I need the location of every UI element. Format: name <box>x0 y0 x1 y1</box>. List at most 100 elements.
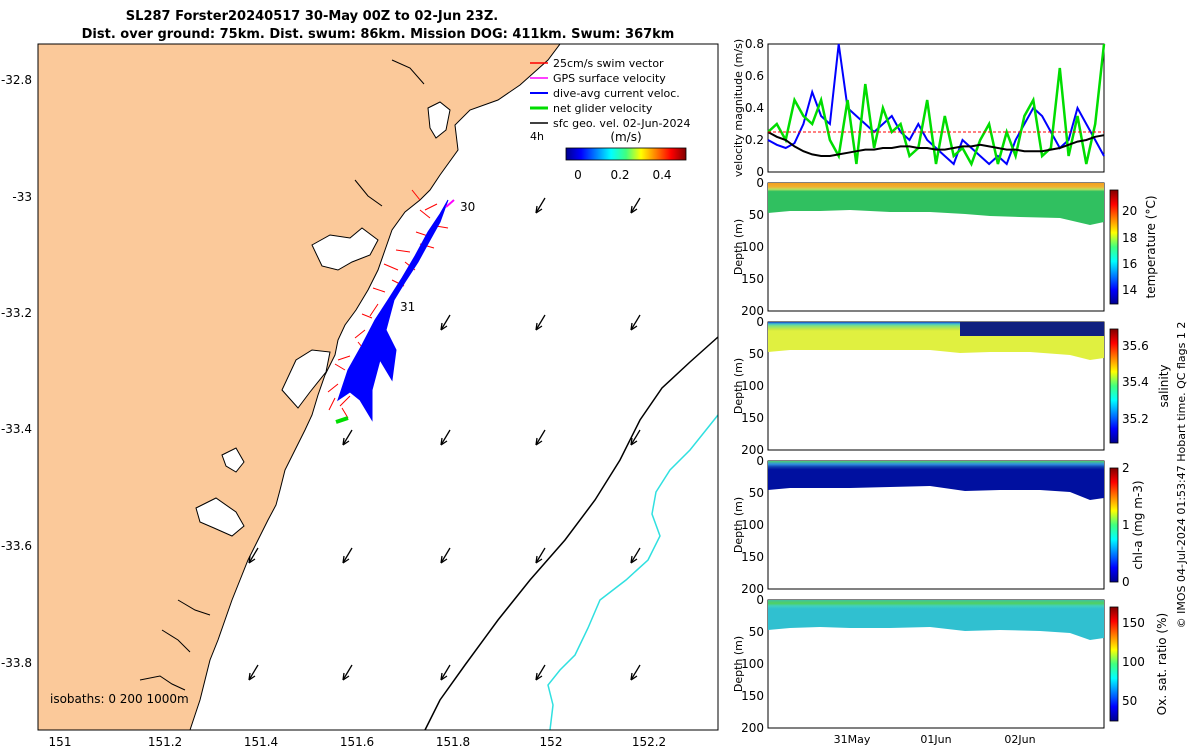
salinity-y-tick: 0 <box>756 315 764 329</box>
time-x-tick: 31May <box>834 733 871 746</box>
sfc-geo-velocity-arrow <box>535 429 546 446</box>
arrow-shaft <box>630 547 641 564</box>
map-y-tick: -32.8 <box>1 73 32 87</box>
arrow-head <box>630 205 638 214</box>
arrow-head <box>630 322 638 331</box>
velocity-y-tick: 0.2 <box>745 133 764 147</box>
arrow-shaft <box>630 314 641 331</box>
chlorophyll-cbar-label: chl-a (mg m-3) <box>1131 480 1145 569</box>
temperature-y-tick: 150 <box>741 272 764 286</box>
map-panel <box>37 43 719 731</box>
oxygen-y-tick: 200 <box>741 721 764 735</box>
oxygen-y-tick: 50 <box>749 625 764 639</box>
temperature-cbar-tick: 18 <box>1122 231 1137 245</box>
isobath-1000m <box>424 336 719 731</box>
speed-colorbar-tick: 0.2 <box>610 168 629 182</box>
time-x-tick: 02Jun <box>1004 733 1035 746</box>
oxygen-y-tick: 150 <box>741 689 764 703</box>
isobath-label: isobaths: 0 200 1000m <box>50 692 189 706</box>
arrow-head <box>342 672 350 681</box>
salinity-y-tick: 200 <box>741 443 764 457</box>
map-frame <box>37 43 719 731</box>
figure-title-line1: SL287 Forster20240517 30-May 00Z to 02-J… <box>126 9 498 24</box>
arrow-shaft <box>248 664 259 681</box>
time-x-tick: 01Jun <box>920 733 951 746</box>
sfc-geo-velocity-arrow <box>630 429 641 446</box>
chlorophyll-y-tick: 0 <box>756 454 764 468</box>
chlorophyll-y-tick: 150 <box>741 550 764 564</box>
map-y-tick: -33.2 <box>1 306 32 320</box>
arrow-shaft <box>535 429 546 446</box>
arrow-head <box>630 437 638 446</box>
sfc-geo-velocity-arrow <box>440 664 451 681</box>
arrow-shaft <box>440 429 451 446</box>
legend-label: sfc geo. vel. 02-Jun-2024 <box>553 117 690 130</box>
temperature-cbar-tick: 16 <box>1122 257 1137 271</box>
sfc-geo-velocity-arrow <box>535 547 546 564</box>
arrow-head <box>440 672 448 681</box>
river <box>139 59 425 691</box>
speed-colorbar-label: (m/s) <box>610 130 641 144</box>
arrow-shaft <box>342 664 353 681</box>
lake <box>221 447 245 473</box>
map-x-tick: 151.4 <box>244 735 278 749</box>
arrow-head <box>440 555 448 564</box>
arrow-head <box>535 672 543 681</box>
sfc-geo-velocity-arrow <box>630 547 641 564</box>
map-x-tick: 151.8 <box>436 735 470 749</box>
arrow-shaft <box>535 197 546 214</box>
arrow-shaft <box>630 429 641 446</box>
salinity-y-tick: 150 <box>741 411 764 425</box>
temperature-y-tick: 100 <box>741 240 764 254</box>
oxygen-cbar-tick: 150 <box>1122 616 1145 630</box>
sfc-geo-velocity-arrow <box>440 314 451 331</box>
arrow-head <box>248 555 256 564</box>
oxygen-y-label: Depth (m) <box>732 636 745 692</box>
day-label-31: 31 <box>400 300 415 314</box>
sfc-geo-velocity-arrow <box>535 197 546 214</box>
map-y-tick: -33 <box>12 190 32 204</box>
oxygen-y-tick: 100 <box>741 657 764 671</box>
sfc-geo-velocity-arrow <box>630 664 641 681</box>
salinity-y-tick: 100 <box>741 379 764 393</box>
chlorophyll-cbar-tick: 2 <box>1122 461 1130 475</box>
lake <box>427 101 451 139</box>
oxygen-cbar-tick: 50 <box>1122 694 1137 708</box>
gps-surface-velocity <box>445 199 455 208</box>
map-y-ticks: -32.8 -33 -33.2 -33.4 -33.6 -33.8 <box>1 73 32 670</box>
velocity-y-tick: 0.8 <box>745 37 764 51</box>
arrow-shaft <box>342 547 353 564</box>
oxygen-y-tick: 0 <box>756 593 764 607</box>
oxygen-cbar-label: Ox. sat. ratio (%) <box>1155 613 1169 715</box>
day-label-30: 30 <box>460 200 475 214</box>
temperature-y-tick: 0 <box>756 176 764 190</box>
arrow-shaft <box>535 664 546 681</box>
sfc-geo-velocity-arrow <box>342 429 353 446</box>
sfc-geo-velocity-arrow <box>535 314 546 331</box>
oxygen-field <box>768 600 1104 640</box>
speed-colorbar <box>565 147 687 161</box>
temperature-y-tick: 200 <box>741 304 764 318</box>
temperature-field <box>768 183 1104 225</box>
map-y-tick: -33.8 <box>1 656 32 670</box>
arrow-head <box>630 672 638 681</box>
temperature-y-label: Depth (m) <box>732 219 745 275</box>
arrow-shaft <box>342 429 353 446</box>
legend-interval: 4h <box>530 130 544 143</box>
arrow-head <box>440 322 448 331</box>
salinity-panel: 0 50 100 150 200 Depth (m) 35.2 35.4 35.… <box>732 315 1171 457</box>
salinity-cbar-tick: 35.4 <box>1122 375 1149 389</box>
glider-track <box>327 189 455 424</box>
arrow-shaft <box>440 314 451 331</box>
temperature-colorbar <box>1109 189 1119 305</box>
velocity-y-tick: 0.4 <box>745 101 764 115</box>
sfc-geo-velocity-arrow <box>248 664 259 681</box>
sfc-geo-velocity-arrow <box>630 314 641 331</box>
speed-colorbar-tick: 0 <box>574 168 582 182</box>
temperature-cbar-tick: 14 <box>1122 283 1137 297</box>
arrow-shaft <box>440 547 451 564</box>
dive-avg-current <box>337 199 449 422</box>
isobath-4000m <box>547 414 719 731</box>
chlorophyll-panel: 0 50 100 150 200 Depth (m) 0 1 2 chl-a (… <box>732 454 1145 596</box>
sfc-geo-velocity-arrow <box>342 547 353 564</box>
